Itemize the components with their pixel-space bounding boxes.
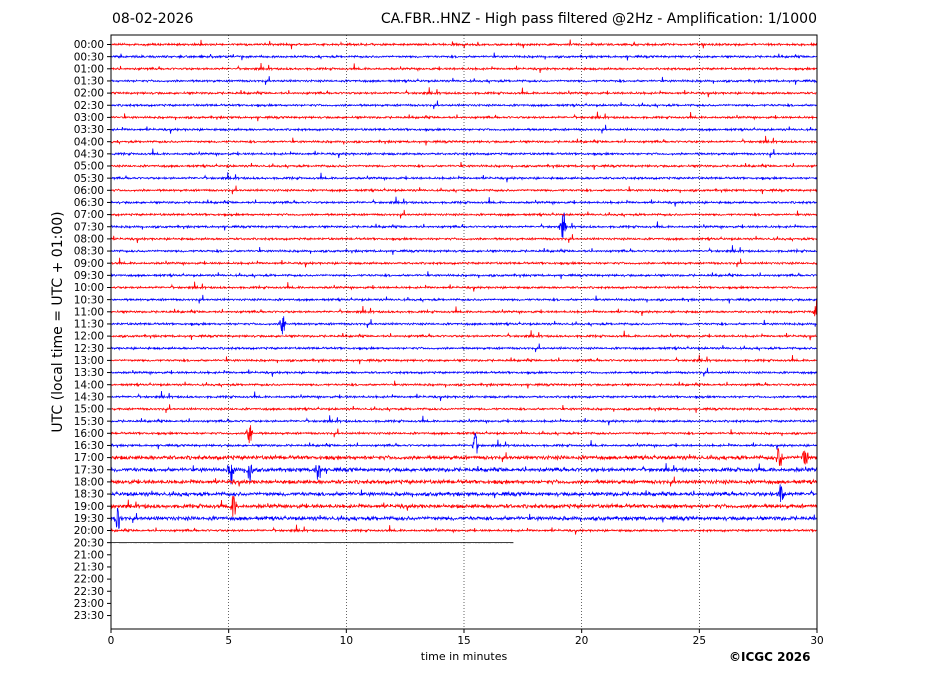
y-tick-label: 10:00: [74, 282, 104, 294]
y-tick-label: 09:00: [74, 258, 104, 270]
trace-02:30: [110, 100, 817, 110]
trace-07:00: [110, 209, 818, 219]
y-tick-label: 19:00: [74, 501, 104, 513]
y-axis: 00:0000:3001:0001:3002:0002:3003:0003:30…: [74, 39, 111, 622]
x-tick-label: 30: [810, 635, 823, 647]
y-tick-label: 07:00: [74, 209, 104, 221]
trace-14:00: [110, 380, 818, 389]
y-tick-label: 12:30: [74, 343, 104, 355]
y-tick-label: 20:00: [74, 525, 104, 537]
trace-04:30: [111, 148, 818, 159]
y-tick-label: 05:00: [74, 161, 104, 173]
y-tick-label: 01:30: [74, 76, 104, 88]
y-tick-label: 11:00: [74, 306, 104, 318]
y-tick-label: 03:30: [74, 124, 104, 136]
y-tick-label: 01:00: [74, 63, 104, 75]
y-tick-label: 10:30: [74, 294, 104, 306]
trace-17:00: [110, 448, 818, 466]
trace-06:30: [110, 196, 818, 207]
chart-date: 08-02-2026: [112, 11, 194, 27]
trace-16:30: [110, 433, 818, 454]
trace-05:30: [110, 172, 818, 183]
y-tick-label: 22:00: [74, 574, 104, 586]
y-tick-label: 11:30: [74, 319, 104, 331]
y-tick-label: 21:30: [74, 562, 104, 574]
y-tick-label: 07:30: [74, 221, 104, 233]
y-tick-label: 02:00: [74, 88, 104, 100]
y-axis-label: UTC (local time = UTC + 01:00): [50, 211, 66, 432]
trace-05:00: [110, 161, 818, 170]
grid-layer: [228, 35, 700, 629]
y-tick-label: 17:30: [74, 464, 104, 476]
y-tick-label: 22:30: [74, 586, 104, 598]
y-tick-label: 21:00: [74, 549, 104, 561]
y-tick-label: 14:30: [74, 391, 104, 403]
y-tick-label: 00:30: [74, 51, 104, 63]
y-tick-label: 00:00: [74, 39, 104, 51]
y-tick-label: 23:30: [74, 610, 104, 622]
y-tick-label: 20:30: [74, 537, 104, 549]
x-tick-label: 15: [457, 635, 470, 647]
y-tick-label: 16:00: [74, 428, 104, 440]
trace-03:30: [110, 124, 818, 134]
y-tick-label: 03:00: [74, 112, 104, 124]
trace-16:00: [110, 425, 818, 444]
y-tick-label: 23:00: [74, 598, 104, 610]
trace-07:30: [110, 212, 818, 239]
copyright-credit: ©ICGC 2026: [729, 650, 811, 664]
x-axis: 0 5 10 15 20 25 30: [108, 629, 824, 647]
y-tick-label: 05:30: [74, 173, 104, 185]
y-tick-label: 13:30: [74, 367, 104, 379]
y-tick-label: 14:00: [74, 379, 104, 391]
y-tick-label: 06:30: [74, 197, 104, 209]
y-tick-label: 17:00: [74, 452, 104, 464]
y-tick-label: 02:30: [74, 100, 104, 112]
trace-13:30: [110, 367, 818, 377]
x-tick-label: 0: [108, 635, 115, 647]
trace-13:00: [110, 354, 818, 365]
trace-06:00: [110, 185, 818, 195]
y-tick-label: 06:00: [74, 185, 104, 197]
y-tick-label: 08:30: [74, 246, 104, 258]
y-tick-label: 09:30: [74, 270, 104, 282]
x-tick-label: 5: [225, 635, 232, 647]
y-tick-label: 12:00: [74, 331, 104, 343]
trace-18:00: [110, 476, 818, 487]
y-tick-label: 18:00: [74, 477, 104, 489]
trace-18:30: [110, 484, 818, 503]
trace-09:00: [110, 257, 818, 268]
x-tick-label: 10: [340, 635, 353, 647]
y-tick-label: 13:00: [74, 355, 104, 367]
chart-title: CA.FBR..HNZ - High pass filtered @2Hz - …: [380, 11, 817, 27]
x-tick-label: 25: [693, 635, 706, 647]
trace-04:00: [110, 135, 817, 146]
y-tick-label: 04:00: [74, 136, 104, 148]
y-tick-label: 08:00: [74, 234, 104, 246]
trace-08:00: [111, 234, 818, 244]
y-tick-label: 15:30: [74, 416, 104, 428]
y-tick-label: 18:30: [74, 489, 104, 501]
trace-08:30: [110, 245, 818, 255]
x-tick-label: 20: [575, 635, 588, 647]
y-tick-label: 19:30: [74, 513, 104, 525]
trace-15:00: [111, 404, 818, 413]
trace-14:30: [111, 390, 818, 402]
trace-11:30: [110, 316, 818, 335]
y-tick-label: 16:30: [74, 440, 104, 452]
trace-15:30: [110, 415, 818, 426]
x-axis-label: time in minutes: [421, 650, 508, 663]
y-tick-label: 04:30: [74, 148, 104, 160]
y-tick-label: 15:00: [74, 404, 104, 416]
